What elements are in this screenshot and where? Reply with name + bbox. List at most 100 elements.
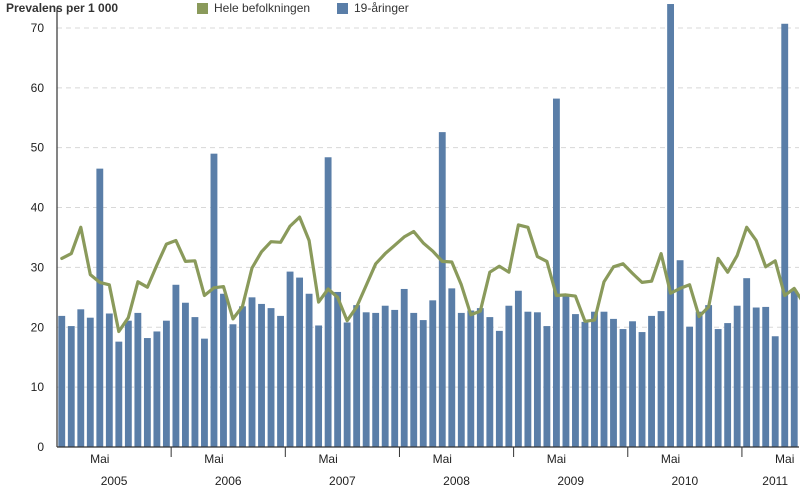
bar: [353, 305, 361, 447]
bar: [657, 311, 665, 447]
line-series-hele-befolkningen: [60, 215, 800, 334]
bar: [591, 311, 598, 447]
bar: [572, 314, 579, 447]
bar: [286, 271, 294, 447]
x-month-label: Mai: [433, 452, 452, 466]
bar: [495, 330, 503, 447]
x-month-label: Mai: [775, 452, 794, 466]
bar: [743, 278, 751, 447]
bar: [172, 284, 180, 447]
x-month-label: Mai: [547, 452, 566, 466]
x-month-label: Mai: [204, 452, 223, 466]
bar: [552, 98, 560, 447]
bar: [153, 331, 161, 447]
bar: [638, 332, 646, 447]
legend-label-19-aringer: 19-åringer: [354, 1, 409, 15]
bar: [191, 317, 199, 447]
bar: [543, 326, 551, 447]
bar: [86, 317, 94, 447]
y-tick-label: 0: [37, 440, 44, 454]
bar: [790, 290, 798, 447]
legend-swatch-19-aringer: [337, 3, 348, 14]
y-tick-label: 20: [31, 320, 45, 334]
bar: [305, 293, 313, 447]
x-year-label: 2008: [443, 474, 470, 488]
bar: [220, 293, 227, 447]
bar: [124, 320, 132, 447]
bar: [267, 308, 275, 447]
y-tick-label: 30: [31, 260, 45, 274]
bar: [486, 317, 494, 447]
bar: [77, 309, 85, 447]
bar: [524, 311, 532, 447]
bar: [733, 305, 741, 447]
bar: [362, 312, 370, 447]
bar: [514, 290, 522, 447]
bar: [201, 338, 208, 447]
bar: [67, 326, 75, 447]
bar: [324, 157, 332, 448]
bar: [448, 288, 456, 447]
bar: [96, 168, 104, 447]
bar: [533, 312, 541, 447]
bar: [229, 324, 237, 447]
x-year-label: 2009: [557, 474, 584, 488]
axes: 0 10 20 30 40 50 60 70 Mai 2005 Mai 2006 Mai 2007 Mai 2…: [31, 8, 799, 488]
bar: [600, 311, 608, 447]
bar: [705, 305, 713, 447]
bar: [248, 297, 256, 447]
y-tick-label: 40: [31, 201, 45, 215]
x-year-label: 2011: [762, 474, 788, 488]
bar: [476, 308, 484, 447]
x-year-label: 2005: [101, 474, 128, 488]
bar: [277, 315, 284, 447]
x-year-label: 2010: [671, 474, 698, 488]
bar: [629, 321, 636, 447]
y-tick-label: 60: [31, 81, 45, 95]
bar: [648, 315, 655, 447]
bar: [391, 309, 399, 447]
bar-series-19-aringer: [58, 4, 798, 448]
bar: [438, 132, 446, 447]
bar: [334, 291, 342, 447]
bar: [210, 153, 218, 447]
bar: [581, 321, 589, 447]
bar: [372, 312, 380, 447]
bar: [781, 23, 789, 447]
series-line: [60, 215, 800, 334]
bar: [419, 320, 427, 447]
y-axis-title: Prevalens per 1 000: [6, 1, 118, 15]
bar: [762, 306, 770, 447]
bar: [619, 329, 627, 447]
grid-lines: [57, 27, 799, 388]
bar: [115, 341, 123, 447]
bar: [562, 294, 570, 447]
bar: [181, 302, 189, 447]
bar: [134, 312, 142, 447]
bar: [343, 322, 351, 447]
y-tick-label: 50: [31, 141, 45, 155]
bar: [105, 313, 113, 447]
bar: [771, 336, 779, 447]
bar: [676, 260, 684, 447]
bar: [143, 338, 151, 447]
bar: [695, 311, 703, 447]
y-tick-label: 70: [31, 21, 45, 35]
bar: [686, 326, 694, 447]
bar: [667, 4, 675, 447]
x-month-label: Mai: [90, 452, 109, 466]
x-month-label: Mai: [318, 452, 337, 466]
bar: [296, 277, 304, 447]
bar: [429, 300, 437, 447]
bar: [58, 315, 66, 447]
bar: [610, 318, 617, 447]
bar: [714, 329, 722, 447]
legend: Hele befolkningen 19-åringer: [197, 1, 409, 15]
bar: [410, 312, 418, 447]
bar: [315, 325, 323, 447]
x-year-label: 2006: [215, 474, 242, 488]
bar: [467, 310, 475, 447]
bar: [381, 305, 389, 447]
x-month-label: Mai: [661, 452, 680, 466]
